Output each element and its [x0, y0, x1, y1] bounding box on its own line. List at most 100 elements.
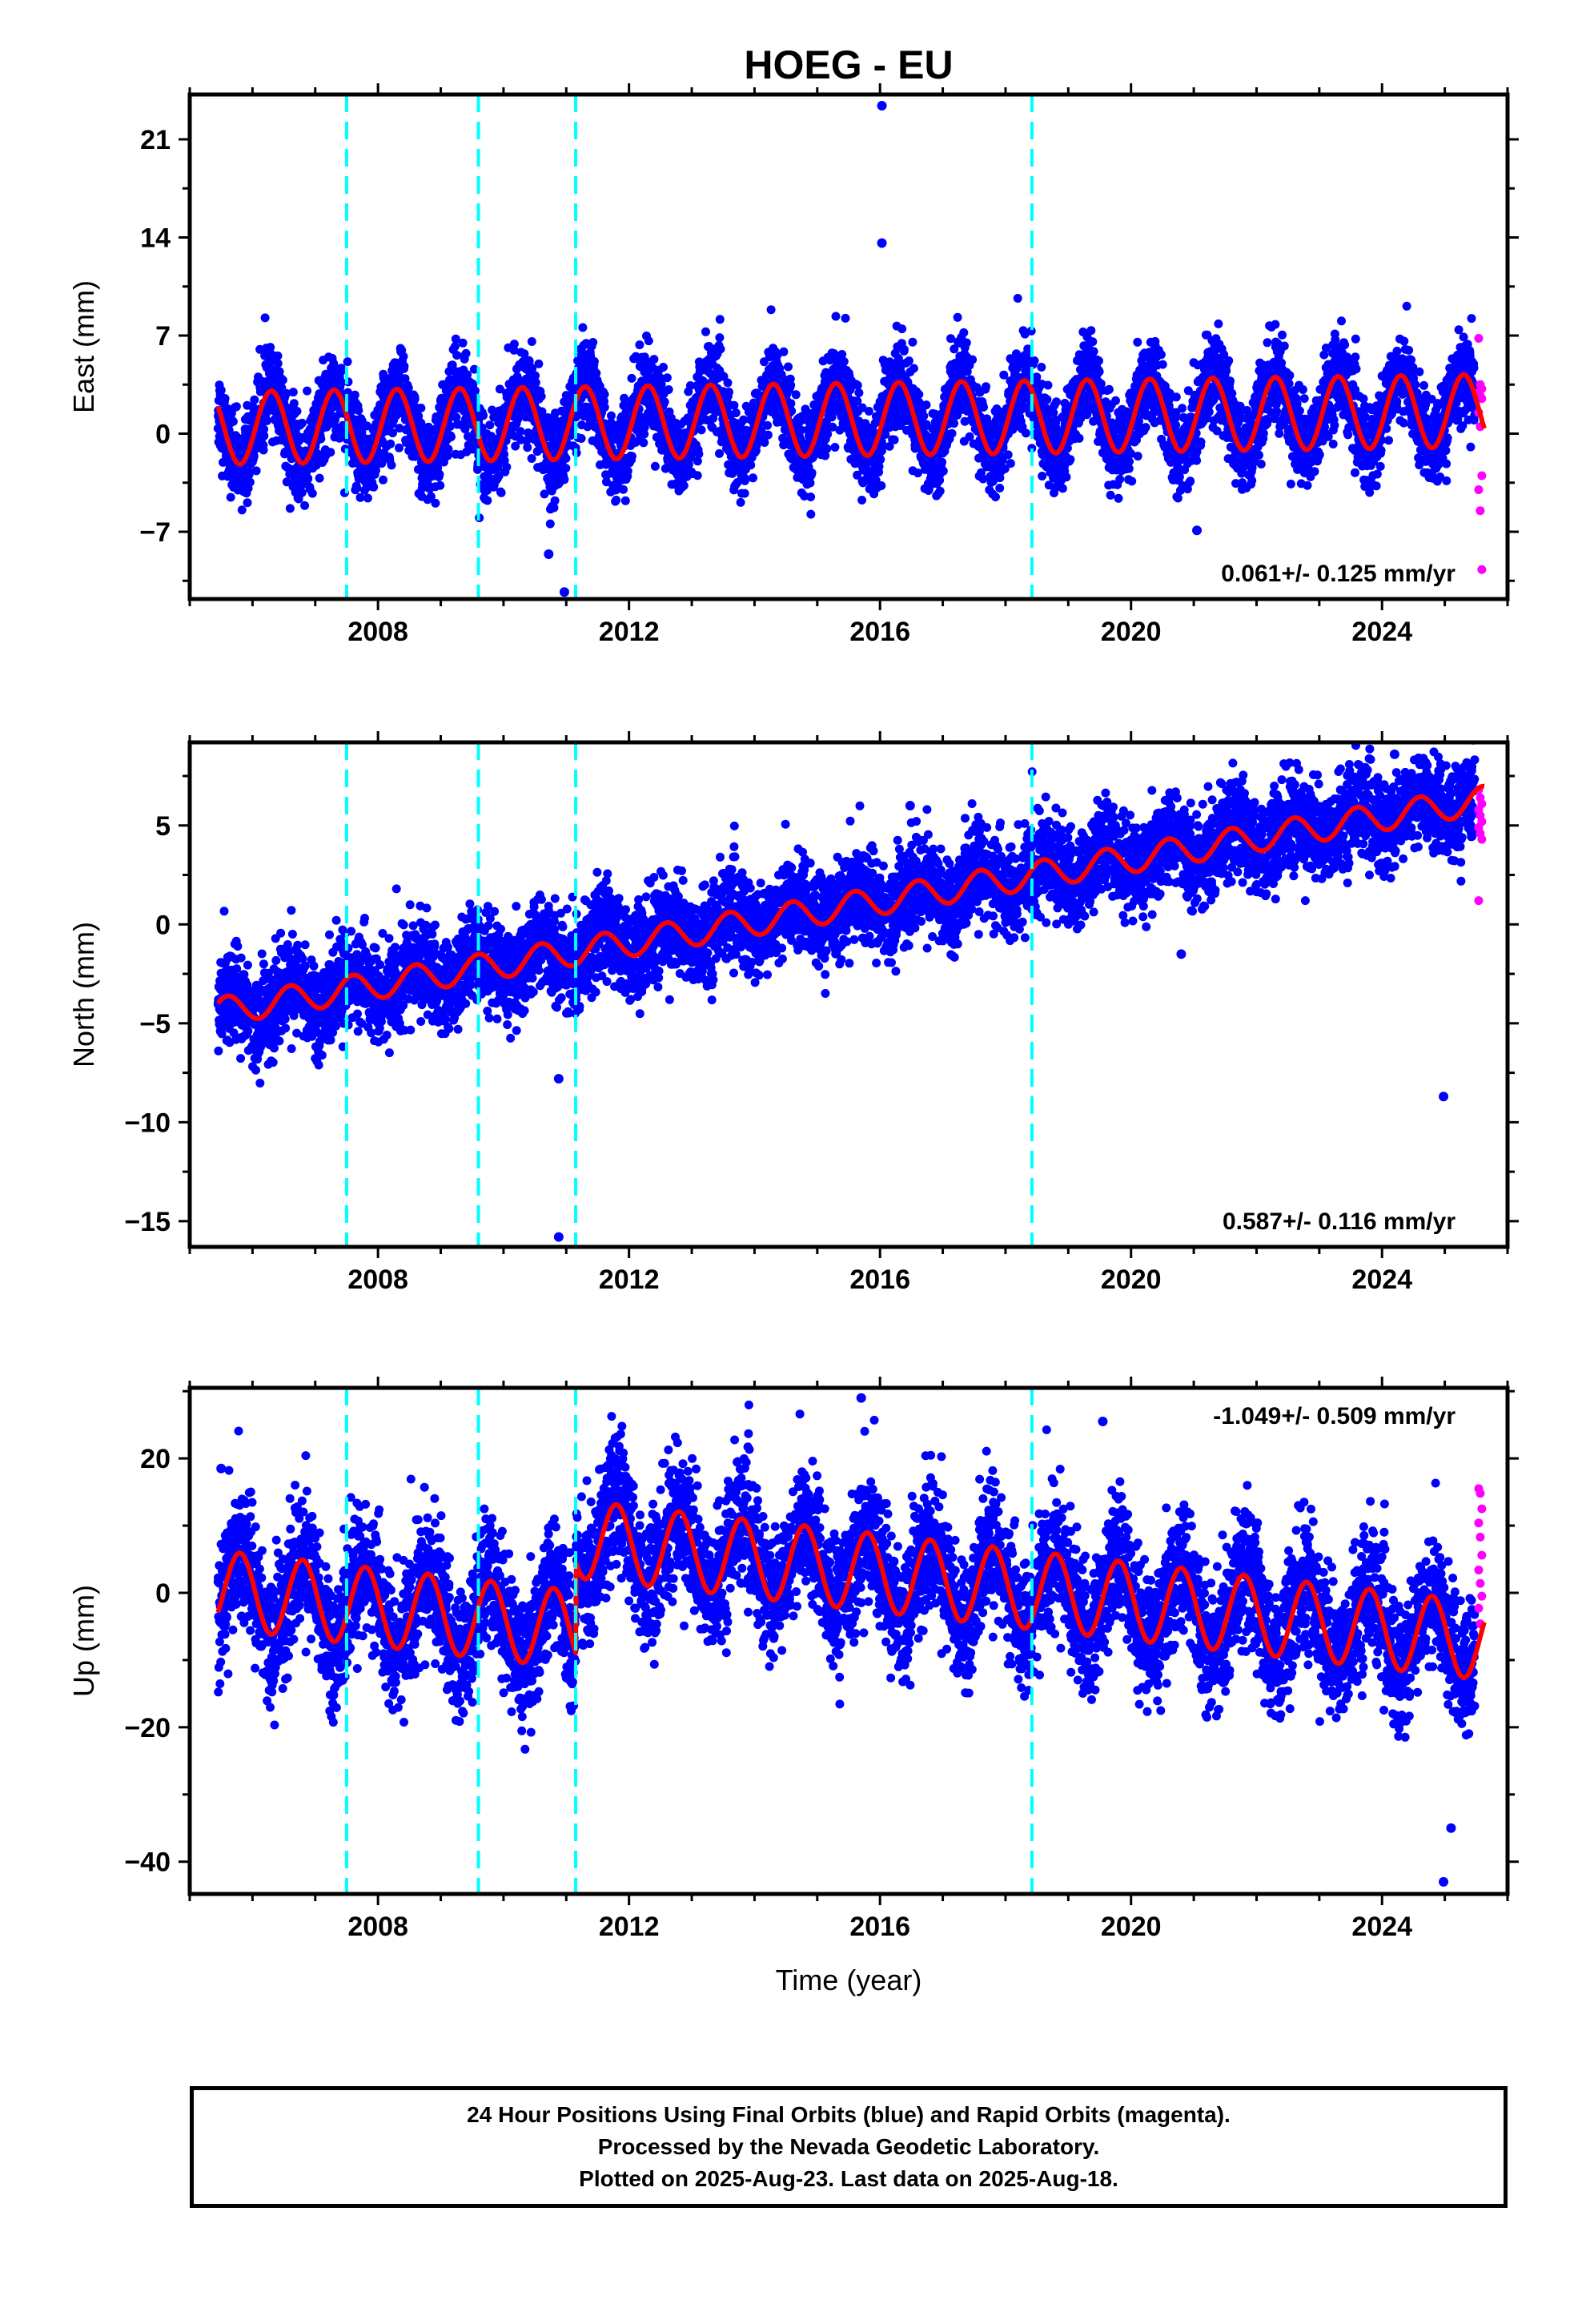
- east-data-point: [452, 412, 461, 422]
- east-data-point: [350, 390, 359, 400]
- east-data-point: [273, 351, 283, 360]
- east-data-point: [352, 483, 362, 493]
- east-data-point: [536, 392, 546, 401]
- east-data-point: [1088, 337, 1098, 347]
- east-data-point: [760, 438, 769, 447]
- east-data-point: [266, 343, 275, 352]
- east-data-point: [447, 432, 456, 441]
- east-data-point: [303, 473, 313, 483]
- east-data-point: [694, 449, 704, 459]
- east-data-point: [245, 477, 255, 487]
- east-data-point: [259, 445, 268, 455]
- east-data-point: [576, 434, 586, 443]
- east-data-point: [436, 480, 445, 490]
- east-data-point: [386, 439, 396, 448]
- east-data-point: [831, 312, 841, 321]
- east-data-point: [249, 452, 259, 461]
- east-data-point: [806, 493, 816, 501]
- east-data-point: [953, 312, 962, 322]
- east-data-point: [877, 481, 886, 490]
- east-data-point: [400, 374, 410, 384]
- east-data-point: [807, 468, 817, 477]
- east-data-point: [231, 402, 241, 412]
- east-data-point: [938, 466, 948, 476]
- east-data-point: [444, 444, 453, 454]
- east-data-point: [904, 356, 913, 366]
- east-data-point: [620, 496, 630, 505]
- east-data-point: [297, 418, 307, 428]
- east-data-point: [659, 363, 668, 372]
- east-data-point: [259, 424, 269, 434]
- east-data-point: [716, 344, 725, 354]
- east-data-point: [460, 424, 470, 434]
- east-data-point: [854, 388, 864, 397]
- east-data-point: [313, 449, 323, 459]
- east-data-point: [483, 496, 492, 505]
- east-data-point: [282, 477, 291, 487]
- east-data-point: [889, 435, 899, 444]
- east-data-point: [853, 380, 862, 390]
- east-data-point: [715, 333, 725, 343]
- east-data-point: [588, 338, 598, 347]
- east-data-point: [228, 416, 238, 426]
- east-data-point: [1104, 384, 1114, 394]
- east-data-point: [354, 406, 363, 415]
- east-data-point: [431, 498, 440, 508]
- east-data-point: [297, 488, 307, 497]
- east-data-point: [1058, 484, 1067, 493]
- east-data-point: [288, 388, 298, 397]
- east-data-point: [259, 431, 269, 440]
- east-data-point: [644, 336, 653, 346]
- east-data-point: [545, 519, 555, 529]
- east-data-point: [786, 380, 796, 390]
- east-data-point: [791, 390, 801, 400]
- east-data-point: [307, 489, 317, 498]
- east-data-point: [395, 443, 404, 452]
- east-data-point: [316, 434, 326, 444]
- east-data-point: [578, 323, 588, 332]
- east-data-point: [285, 504, 295, 513]
- east-data-point: [379, 475, 387, 485]
- east-data-point: [534, 359, 544, 368]
- east-data-point: [766, 305, 776, 315]
- east-data-point: [343, 357, 352, 367]
- east-data-point: [749, 473, 757, 483]
- east-data-point: [876, 455, 885, 464]
- east-data-point: [443, 451, 452, 460]
- east-data-point: [1030, 356, 1039, 365]
- east-data-point: [1003, 450, 1013, 460]
- east-data-point: [741, 474, 750, 484]
- east-data-point: [982, 382, 990, 392]
- east-data-point: [1062, 472, 1071, 482]
- east-data-point: [779, 347, 789, 356]
- east-data-point: [451, 334, 460, 344]
- east-data-point: [452, 351, 462, 360]
- east-data-point: [1037, 363, 1046, 372]
- east-data-point: [864, 407, 873, 416]
- east-data-point: [635, 340, 644, 350]
- east-data-point: [627, 373, 636, 383]
- east-data-point: [461, 348, 471, 358]
- east-data-point: [627, 452, 636, 461]
- east-data-point: [250, 395, 259, 404]
- east-data-point: [938, 457, 947, 467]
- east-data-point: [715, 315, 725, 324]
- east-data-point: [509, 340, 519, 349]
- east-data-point: [363, 493, 372, 503]
- east-data-point: [527, 454, 536, 463]
- east-data-point: [1125, 456, 1134, 466]
- east-data-point: [1115, 474, 1125, 484]
- east-data-point: [496, 488, 506, 497]
- east-data-point: [1106, 490, 1115, 500]
- east-data-point: [701, 327, 710, 336]
- east-data-point: [746, 460, 756, 470]
- east-data-point: [300, 501, 310, 510]
- east-data-point: [1094, 356, 1103, 366]
- east-data-point: [830, 443, 840, 452]
- east-data-point: [763, 420, 772, 430]
- east-data-point: [315, 473, 324, 483]
- east-data-point: [679, 480, 689, 490]
- east-data-point: [243, 498, 252, 508]
- east-data-point: [968, 355, 978, 364]
